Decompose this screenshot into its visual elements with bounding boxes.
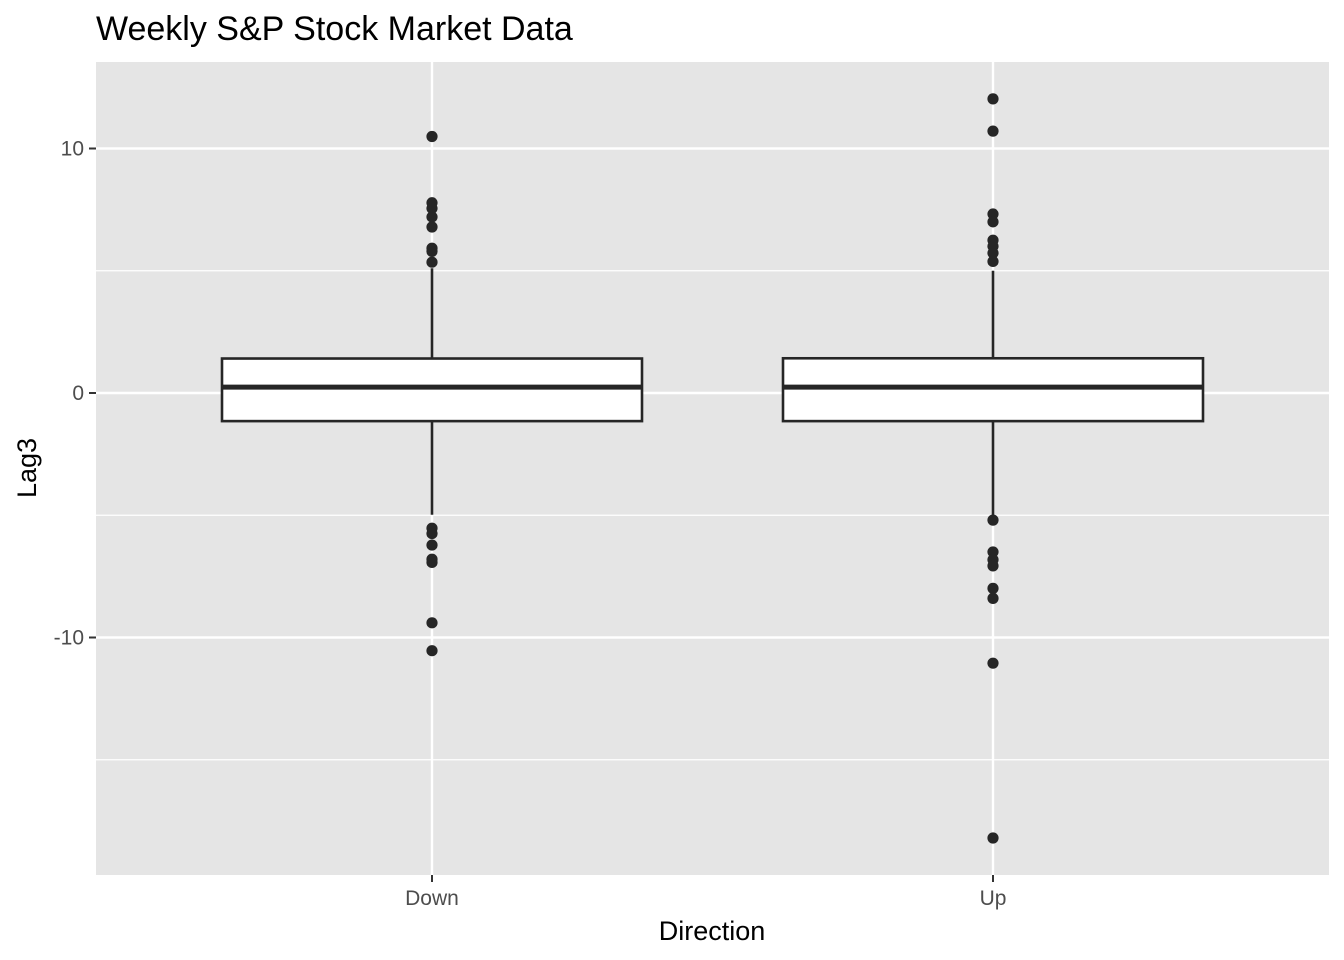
box-down: [220, 130, 644, 657]
x-tick-label: Down: [405, 887, 459, 910]
y-tick-label: -10: [54, 627, 84, 650]
outlier-point: [426, 539, 438, 551]
outlier-point: [987, 657, 999, 669]
x-tick-label: Up: [980, 887, 1007, 910]
outlier-point: [987, 832, 999, 844]
outlier-point: [987, 582, 999, 594]
x-axis-title: Direction: [659, 916, 766, 946]
iqr-box: [220, 357, 644, 423]
outlier-point: [426, 617, 438, 629]
outlier-point: [987, 560, 999, 572]
outlier-point: [987, 514, 999, 526]
outlier-point: [987, 125, 999, 137]
outlier-point: [987, 93, 999, 105]
outlier-point: [426, 221, 438, 233]
outlier-point: [426, 211, 438, 223]
outlier-point: [987, 247, 999, 259]
outlier-point: [987, 592, 999, 604]
outlier-point: [987, 546, 999, 558]
outlier-point: [426, 202, 438, 215]
outlier-point: [987, 255, 999, 268]
outlier-point: [426, 556, 438, 569]
chart-title: Weekly S&P Stock Market Data: [96, 10, 573, 48]
box-up: [781, 93, 1205, 844]
y-tick-label: 0: [72, 382, 84, 405]
boxes-layer: [220, 93, 1205, 844]
plot-panel: [96, 62, 1329, 875]
outlier-point: [426, 130, 438, 143]
outlier-point: [426, 256, 438, 268]
outlier-point: [426, 645, 438, 657]
outlier-point: [987, 216, 999, 228]
y-axis-title: Lag3: [12, 438, 42, 498]
axis-ticks: -10 0 10 Down Up: [54, 138, 1007, 911]
iqr-box: [781, 356, 1205, 423]
y-tick-label: 10: [61, 138, 84, 161]
outlier-point: [426, 527, 438, 540]
outlier-point: [987, 208, 999, 220]
outlier-point: [426, 245, 438, 258]
